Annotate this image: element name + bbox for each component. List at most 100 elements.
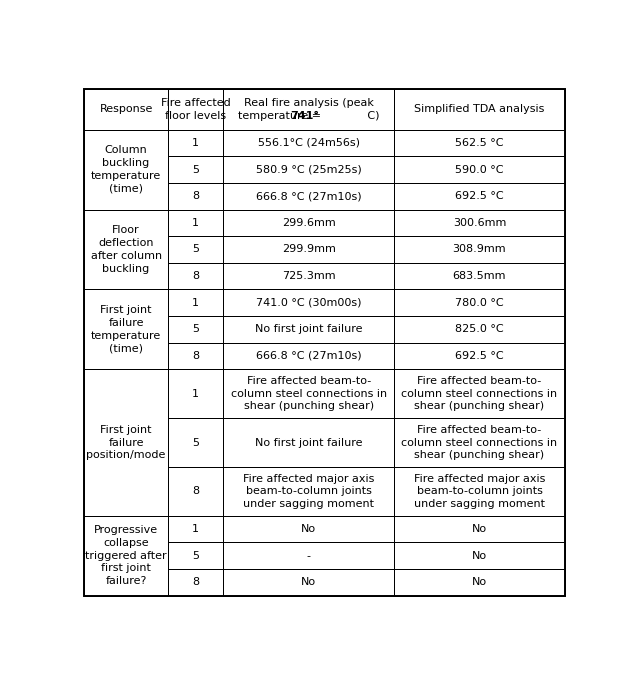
Bar [168, 569, 223, 595]
Text: Fire affected beam-to-
column steel connections in
shear (punching shear): Fire affected beam-to- column steel conn… [401, 376, 558, 412]
Text: 299.9mm: 299.9mm [282, 245, 335, 254]
Text: 299.6mm: 299.6mm [282, 218, 335, 228]
Text: -: - [307, 551, 311, 561]
Bar [223, 467, 394, 516]
Text: Fire affected major axis
beam-to-column joints
under sagging moment: Fire affected major axis beam-to-column … [414, 473, 545, 509]
Text: 683.5mm: 683.5mm [453, 271, 506, 281]
Text: Fire affected major axis
beam-to-column joints
under sagging moment: Fire affected major axis beam-to-column … [243, 473, 375, 509]
Text: Progressive
collapse
triggered after
first joint
failure?: Progressive collapse triggered after fir… [85, 525, 167, 586]
Bar [168, 290, 223, 316]
Bar [394, 569, 565, 595]
Bar [394, 290, 565, 316]
Bar [223, 569, 394, 595]
Text: 1: 1 [192, 138, 199, 148]
Bar [84, 370, 168, 516]
Text: No: No [301, 524, 316, 534]
Bar [168, 516, 223, 542]
Text: First joint
failure
temperature
(time): First joint failure temperature (time) [91, 305, 161, 353]
Text: No: No [472, 524, 487, 534]
Bar [223, 418, 394, 467]
Bar [168, 467, 223, 516]
Bar [394, 236, 565, 263]
Text: No: No [301, 577, 316, 587]
Text: 5: 5 [192, 437, 199, 447]
Bar [394, 542, 565, 569]
Bar [223, 516, 394, 542]
Bar [168, 316, 223, 342]
Text: Response: Response [99, 104, 153, 115]
Text: 666.8 °C (27m10s): 666.8 °C (27m10s) [256, 351, 361, 361]
Bar [223, 236, 394, 263]
Text: Simplified TDA analysis: Simplified TDA analysis [414, 104, 544, 115]
Bar [394, 418, 565, 467]
Text: 825.0 °C: 825.0 °C [455, 324, 504, 334]
Bar [223, 290, 394, 316]
Text: 5: 5 [192, 245, 199, 254]
Text: 1: 1 [192, 218, 199, 228]
Text: 741°: 741° [291, 111, 320, 121]
Bar [394, 183, 565, 210]
Text: 300.6mm: 300.6mm [453, 218, 506, 228]
Bar [394, 316, 565, 342]
Bar [223, 263, 394, 290]
Text: 780.0 °C: 780.0 °C [455, 298, 504, 308]
Text: 692.5 °C: 692.5 °C [455, 351, 504, 361]
Bar [394, 342, 565, 370]
Text: 5: 5 [192, 165, 199, 175]
Text: No first joint failure: No first joint failure [255, 324, 363, 334]
Bar [223, 157, 394, 183]
Text: 8: 8 [192, 271, 199, 281]
Bar [394, 370, 565, 418]
Text: 1: 1 [192, 298, 199, 308]
Bar [394, 263, 565, 290]
Bar [394, 157, 565, 183]
Bar [394, 516, 565, 542]
Text: 1: 1 [192, 524, 199, 534]
Bar [168, 236, 223, 263]
Text: 741.0 °C (30m00s): 741.0 °C (30m00s) [256, 298, 361, 308]
Bar [394, 129, 565, 157]
Bar [223, 342, 394, 370]
Text: Fire affected beam-to-
column steel connections in
shear (punching shear): Fire affected beam-to- column steel conn… [230, 376, 387, 412]
Bar [223, 370, 394, 418]
Text: 692.5 °C: 692.5 °C [455, 191, 504, 201]
Text: 725.3mm: 725.3mm [282, 271, 335, 281]
Text: 8: 8 [192, 577, 199, 587]
Bar [223, 89, 394, 129]
Text: Fire affected
floor levels: Fire affected floor levels [161, 98, 230, 121]
Bar [168, 342, 223, 370]
Text: Floor
deflection
after column
buckling: Floor deflection after column buckling [91, 225, 161, 274]
Bar [168, 89, 223, 129]
Bar [223, 542, 394, 569]
Bar [84, 290, 168, 370]
Bar [84, 210, 168, 290]
Bar [394, 467, 565, 516]
Bar [168, 263, 223, 290]
Text: 562.5 °C: 562.5 °C [455, 138, 504, 148]
Text: Real fire analysis (peak
temperature =       C): Real fire analysis (peak temperature = C… [238, 98, 380, 121]
Bar [84, 129, 168, 210]
Text: 308.9mm: 308.9mm [453, 245, 506, 254]
Bar [394, 210, 565, 236]
Bar [84, 89, 168, 129]
Text: 5: 5 [192, 324, 199, 334]
Bar [168, 210, 223, 236]
Text: First joint
failure
position/mode: First joint failure position/mode [87, 424, 166, 460]
Bar [168, 183, 223, 210]
Text: 1: 1 [192, 388, 199, 399]
Bar [223, 316, 394, 342]
Bar [168, 129, 223, 157]
Bar [394, 89, 565, 129]
Bar [84, 516, 168, 595]
Text: 8: 8 [192, 191, 199, 201]
Text: 580.9 °C (25m25s): 580.9 °C (25m25s) [256, 165, 361, 175]
Bar [168, 157, 223, 183]
Text: 8: 8 [192, 351, 199, 361]
Bar [168, 542, 223, 569]
Text: 590.0 °C: 590.0 °C [455, 165, 504, 175]
Text: 556.1°C (24m56s): 556.1°C (24m56s) [258, 138, 360, 148]
Text: 5: 5 [192, 551, 199, 561]
Text: 666.8 °C (27m10s): 666.8 °C (27m10s) [256, 191, 361, 201]
Text: 8: 8 [192, 486, 199, 496]
Bar [223, 210, 394, 236]
